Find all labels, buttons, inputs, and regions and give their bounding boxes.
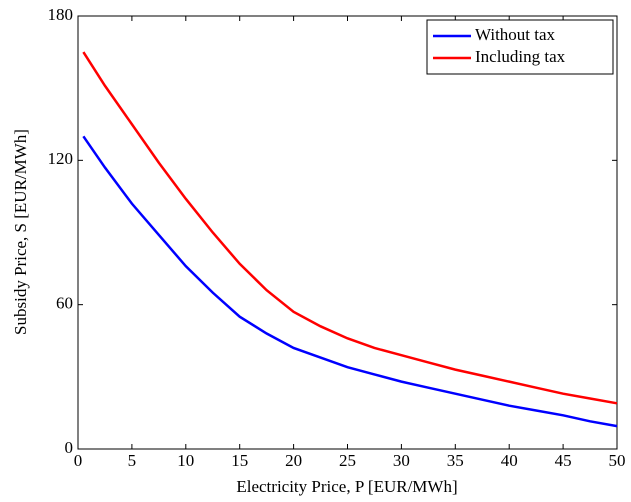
- y-tick-label: 0: [65, 438, 74, 457]
- x-tick-label: 45: [555, 451, 572, 470]
- y-tick-label: 120: [48, 149, 74, 168]
- x-tick-label: 0: [74, 451, 83, 470]
- x-tick-label: 30: [393, 451, 410, 470]
- x-tick-label: 10: [177, 451, 194, 470]
- legend-label: Including tax: [475, 47, 566, 66]
- y-tick-label: 60: [56, 294, 73, 313]
- line-series: [82, 135, 618, 428]
- x-tick-label: 40: [501, 451, 518, 470]
- x-axis-label: Electricity Price, P [EUR/MWh]: [236, 477, 457, 496]
- plot-frame: [77, 15, 618, 450]
- y-axis-label: Subsidy Price, S [EUR/MWh]: [11, 129, 30, 335]
- x-tick-label: 35: [447, 451, 464, 470]
- x-tick-label: 5: [128, 451, 137, 470]
- x-tick-label: 25: [339, 451, 356, 470]
- x-tick-label: 50: [609, 451, 626, 470]
- y-tick-label: 180: [48, 5, 74, 24]
- legend-label: Without tax: [475, 25, 556, 44]
- x-tick-label: 15: [231, 451, 248, 470]
- legend-box: [426, 19, 614, 75]
- x-tick-label: 20: [285, 451, 302, 470]
- line-series: [82, 51, 618, 405]
